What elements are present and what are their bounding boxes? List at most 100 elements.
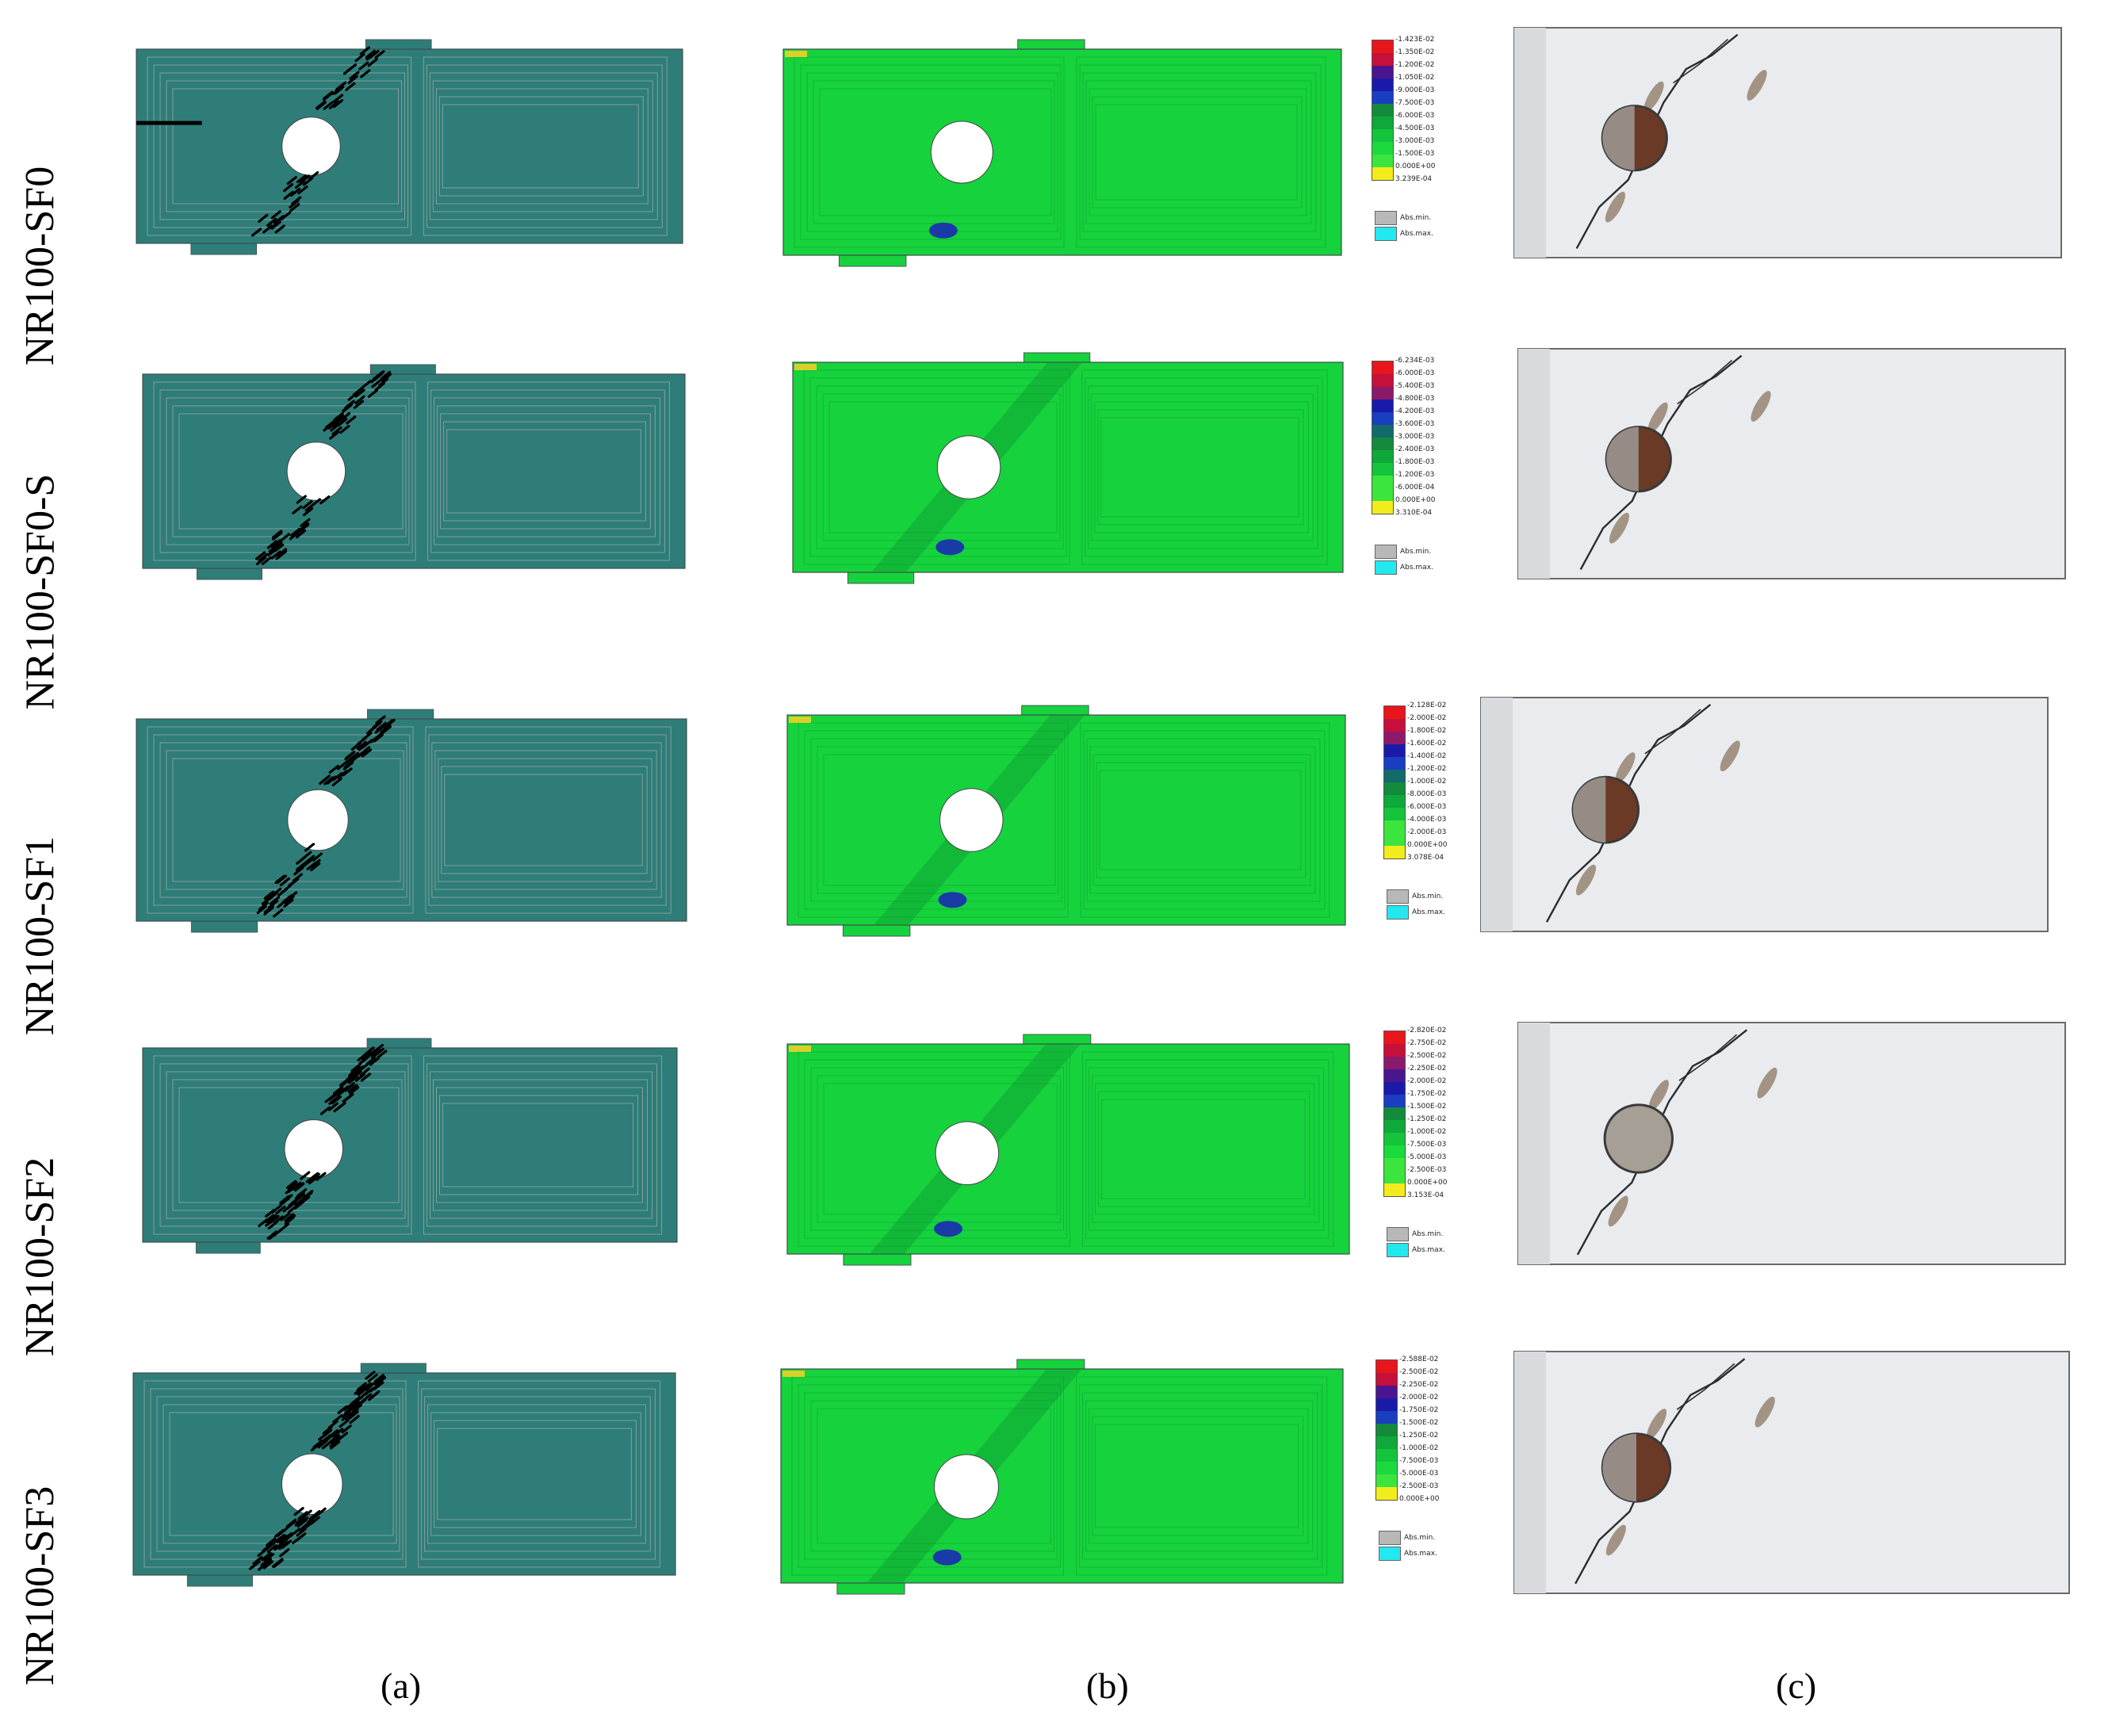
crack-mark — [274, 1534, 285, 1543]
crack-mark — [272, 541, 283, 551]
legend-tick-label: -5.000E-03 — [1399, 1470, 1439, 1478]
crack-mark — [321, 1440, 332, 1450]
legend-tick-label: -1.800E-02 — [1407, 727, 1447, 735]
hole-inner-shadow — [1606, 426, 1639, 491]
concrete-surface — [1480, 697, 2049, 932]
mesh-line — [442, 104, 639, 189]
mesh-line — [1086, 738, 1321, 902]
crack-mark — [357, 1386, 368, 1397]
crack-mark — [283, 190, 294, 200]
mesh-line — [817, 1408, 1051, 1544]
mesh-line — [430, 1412, 641, 1536]
crack-mark — [264, 1542, 275, 1551]
crack-mark — [331, 777, 342, 786]
mesh-line — [441, 766, 648, 874]
marker-stroke — [1643, 81, 1664, 113]
legend-tick-label: 0.000E+00 — [1395, 496, 1436, 504]
mesh-line — [1089, 1408, 1309, 1544]
strain-contour-panel-4 — [786, 1034, 1350, 1266]
crack-mark — [279, 1195, 290, 1204]
mesh-line — [1076, 1376, 1328, 1576]
crack-mark — [319, 1106, 331, 1115]
mesh-line — [1085, 1059, 1330, 1239]
hole-inner-shadow — [1573, 777, 1606, 843]
crack-mark — [274, 224, 285, 234]
mesh-line — [1085, 80, 1312, 224]
legend-tick-label: 0.000E+00 — [1407, 1179, 1448, 1187]
legend-tick-label: -1.000E-02 — [1407, 1128, 1447, 1136]
legend-tick-label: -2.000E-02 — [1407, 714, 1447, 722]
crack-mark — [264, 1208, 276, 1218]
beam-body — [786, 1043, 1350, 1255]
crack-mark — [324, 419, 335, 429]
crack-mark — [329, 430, 340, 440]
crack-mark — [333, 1087, 344, 1096]
crack-mark — [289, 527, 300, 537]
legend-tick-label: -2.750E-02 — [1407, 1039, 1447, 1047]
mesh-line — [1079, 1384, 1323, 1568]
crack-pattern-panel-4 — [142, 1038, 678, 1254]
mesh-line — [823, 754, 1056, 886]
crack-mark — [323, 101, 334, 110]
legend-tick-label: -8.000E-03 — [1407, 790, 1447, 798]
crack-mark — [259, 1560, 270, 1570]
mesh-line — [435, 88, 649, 205]
strain-contour-panel-1 — [782, 39, 1342, 267]
crack-mark — [356, 1382, 367, 1391]
specimen-photo-3 — [1480, 697, 2049, 932]
crack-mark — [335, 82, 346, 91]
crack-mark — [304, 857, 315, 866]
crack-mark — [273, 543, 285, 553]
crack-mark — [272, 1228, 284, 1237]
crack-mark — [356, 740, 367, 750]
crack-pattern-panel-5 — [132, 1363, 676, 1587]
crack-mark — [322, 92, 334, 101]
caption-b: (b) — [1086, 1665, 1129, 1706]
crack-mark — [360, 1073, 371, 1082]
mesh-line — [1085, 377, 1323, 557]
legend-abs-max: Abs.max. — [1372, 560, 1433, 575]
crack-mark — [348, 1068, 359, 1077]
crack-mark — [310, 498, 321, 507]
crack-mark — [350, 741, 362, 751]
mesh-line — [1089, 88, 1307, 216]
crack-mark — [270, 210, 281, 220]
mesh-line — [178, 413, 404, 530]
legend-color-bar — [1383, 1031, 1406, 1197]
crack-mark — [320, 1434, 331, 1443]
mesh-line — [427, 1404, 646, 1544]
crack-mark — [375, 715, 386, 725]
legend-tick-label: -1.200E-02 — [1407, 765, 1447, 773]
legend-tick-label: -1.000E-02 — [1399, 1444, 1439, 1452]
crack-mark — [295, 529, 307, 539]
mesh-line — [1079, 64, 1322, 240]
crack-mark — [342, 66, 354, 75]
mesh-line — [1095, 104, 1298, 201]
crack-mark — [329, 1438, 340, 1448]
crack-mark — [359, 1067, 370, 1077]
crack-mark — [276, 1534, 287, 1543]
legend-tick-label: 0.000E+00 — [1395, 163, 1436, 170]
legend-tick-label: -4.200E-03 — [1395, 407, 1435, 415]
crack-mark — [369, 1047, 381, 1057]
crack-mark — [298, 523, 310, 533]
crack-mark — [284, 1213, 295, 1222]
marker-stroke — [1615, 752, 1636, 783]
crack-mark — [351, 1401, 362, 1410]
crack-mark — [270, 539, 281, 549]
crack-marks — [258, 1043, 388, 1240]
crack-mark — [359, 46, 370, 55]
legend-tick-label: -2.128E-02 — [1407, 702, 1447, 709]
legend-tick-label: -6.000E-03 — [1407, 803, 1447, 811]
legend-tick-label: 3.239E-04 — [1395, 175, 1433, 183]
crack-mark — [318, 1432, 329, 1441]
opening-hole — [287, 789, 349, 851]
mesh-line — [438, 758, 652, 882]
crack-mark — [327, 1420, 339, 1429]
mesh-line — [1076, 56, 1326, 248]
mesh-line — [172, 1079, 403, 1211]
crack-mark — [277, 899, 288, 908]
strain-contour-panel-3 — [786, 705, 1346, 937]
crack-mark — [296, 174, 308, 184]
crack-mark — [309, 1516, 320, 1525]
